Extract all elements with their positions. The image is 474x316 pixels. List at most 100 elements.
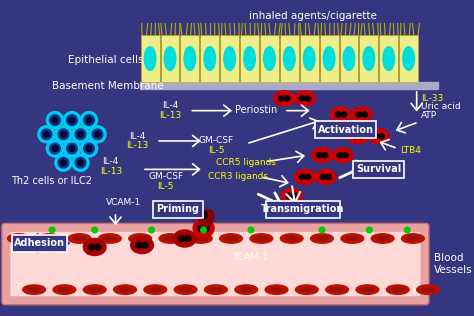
- Ellipse shape: [8, 234, 30, 243]
- Text: IL-4: IL-4: [102, 157, 119, 166]
- Text: IL-13: IL-13: [126, 141, 148, 150]
- Ellipse shape: [72, 126, 89, 143]
- Ellipse shape: [407, 237, 419, 240]
- Ellipse shape: [46, 112, 64, 129]
- Ellipse shape: [352, 134, 358, 139]
- Ellipse shape: [86, 146, 92, 151]
- Bar: [260, 35, 279, 82]
- Ellipse shape: [89, 126, 106, 143]
- Ellipse shape: [78, 160, 83, 166]
- Ellipse shape: [265, 285, 288, 295]
- Text: GM-CSF: GM-CSF: [198, 137, 234, 145]
- Bar: [399, 35, 418, 82]
- Ellipse shape: [362, 112, 367, 117]
- Bar: [220, 35, 239, 82]
- FancyBboxPatch shape: [266, 201, 340, 218]
- Text: inhaled agents/cigarette: inhaled agents/cigarette: [248, 11, 376, 21]
- Ellipse shape: [248, 227, 254, 233]
- Ellipse shape: [255, 237, 268, 240]
- Ellipse shape: [99, 234, 121, 243]
- Ellipse shape: [417, 285, 439, 295]
- Ellipse shape: [330, 107, 351, 122]
- Ellipse shape: [235, 285, 257, 295]
- Ellipse shape: [335, 112, 341, 117]
- Ellipse shape: [351, 107, 372, 122]
- Text: CCR3 ligands: CCR3 ligands: [209, 173, 268, 181]
- Ellipse shape: [83, 285, 106, 295]
- Ellipse shape: [383, 47, 394, 70]
- Ellipse shape: [323, 47, 335, 70]
- Ellipse shape: [250, 234, 273, 243]
- Ellipse shape: [270, 288, 283, 292]
- Text: Uric acid: Uric acid: [421, 102, 461, 111]
- Bar: [161, 35, 180, 82]
- Text: ICAM-1: ICAM-1: [234, 252, 268, 262]
- Ellipse shape: [199, 210, 214, 228]
- Text: Th2 cells or ILC2: Th2 cells or ILC2: [11, 176, 92, 186]
- Ellipse shape: [50, 143, 60, 154]
- Ellipse shape: [67, 115, 77, 125]
- Ellipse shape: [316, 237, 328, 240]
- Ellipse shape: [326, 285, 348, 295]
- Ellipse shape: [422, 288, 434, 292]
- Ellipse shape: [52, 240, 58, 246]
- Text: Basement Membrane: Basement Membrane: [52, 81, 164, 91]
- Bar: [201, 35, 219, 82]
- Ellipse shape: [149, 288, 162, 292]
- Text: IL-4: IL-4: [162, 101, 179, 110]
- Ellipse shape: [131, 237, 154, 254]
- Bar: [319, 35, 338, 82]
- Ellipse shape: [305, 174, 311, 179]
- Ellipse shape: [58, 129, 69, 140]
- Bar: [181, 35, 200, 82]
- Ellipse shape: [205, 285, 227, 295]
- Ellipse shape: [204, 47, 216, 70]
- Text: ATP: ATP: [421, 111, 438, 120]
- Ellipse shape: [363, 47, 374, 70]
- Ellipse shape: [53, 285, 76, 295]
- Text: Blood
Vessels: Blood Vessels: [434, 253, 473, 275]
- Bar: [280, 35, 299, 82]
- Ellipse shape: [61, 160, 66, 166]
- Ellipse shape: [144, 285, 167, 295]
- Ellipse shape: [67, 143, 77, 154]
- Ellipse shape: [358, 134, 364, 139]
- FancyBboxPatch shape: [353, 161, 404, 178]
- Ellipse shape: [89, 288, 101, 292]
- Bar: [240, 35, 259, 82]
- Text: IL-5: IL-5: [208, 146, 224, 155]
- Text: CCR5 ligands: CCR5 ligands: [216, 158, 276, 167]
- Ellipse shape: [58, 288, 71, 292]
- Ellipse shape: [104, 237, 116, 240]
- Ellipse shape: [52, 146, 58, 151]
- Ellipse shape: [379, 134, 384, 139]
- Ellipse shape: [303, 47, 315, 70]
- Ellipse shape: [43, 237, 55, 240]
- Ellipse shape: [224, 47, 236, 70]
- Ellipse shape: [305, 96, 311, 101]
- Ellipse shape: [179, 288, 192, 292]
- Ellipse shape: [142, 242, 148, 248]
- Ellipse shape: [88, 244, 95, 250]
- Ellipse shape: [64, 140, 81, 157]
- Ellipse shape: [343, 153, 348, 158]
- Ellipse shape: [343, 47, 355, 70]
- Ellipse shape: [46, 240, 52, 246]
- Ellipse shape: [185, 235, 191, 241]
- Ellipse shape: [341, 112, 346, 117]
- Ellipse shape: [371, 234, 394, 243]
- Ellipse shape: [285, 237, 298, 240]
- Ellipse shape: [225, 237, 237, 240]
- Ellipse shape: [72, 154, 89, 171]
- Ellipse shape: [190, 234, 212, 243]
- Ellipse shape: [273, 91, 294, 106]
- Ellipse shape: [341, 234, 364, 243]
- Ellipse shape: [41, 235, 64, 252]
- Ellipse shape: [144, 47, 156, 70]
- Ellipse shape: [73, 237, 86, 240]
- Ellipse shape: [204, 225, 210, 231]
- Ellipse shape: [373, 134, 379, 139]
- Ellipse shape: [81, 112, 98, 129]
- Ellipse shape: [23, 285, 46, 295]
- Ellipse shape: [281, 188, 302, 204]
